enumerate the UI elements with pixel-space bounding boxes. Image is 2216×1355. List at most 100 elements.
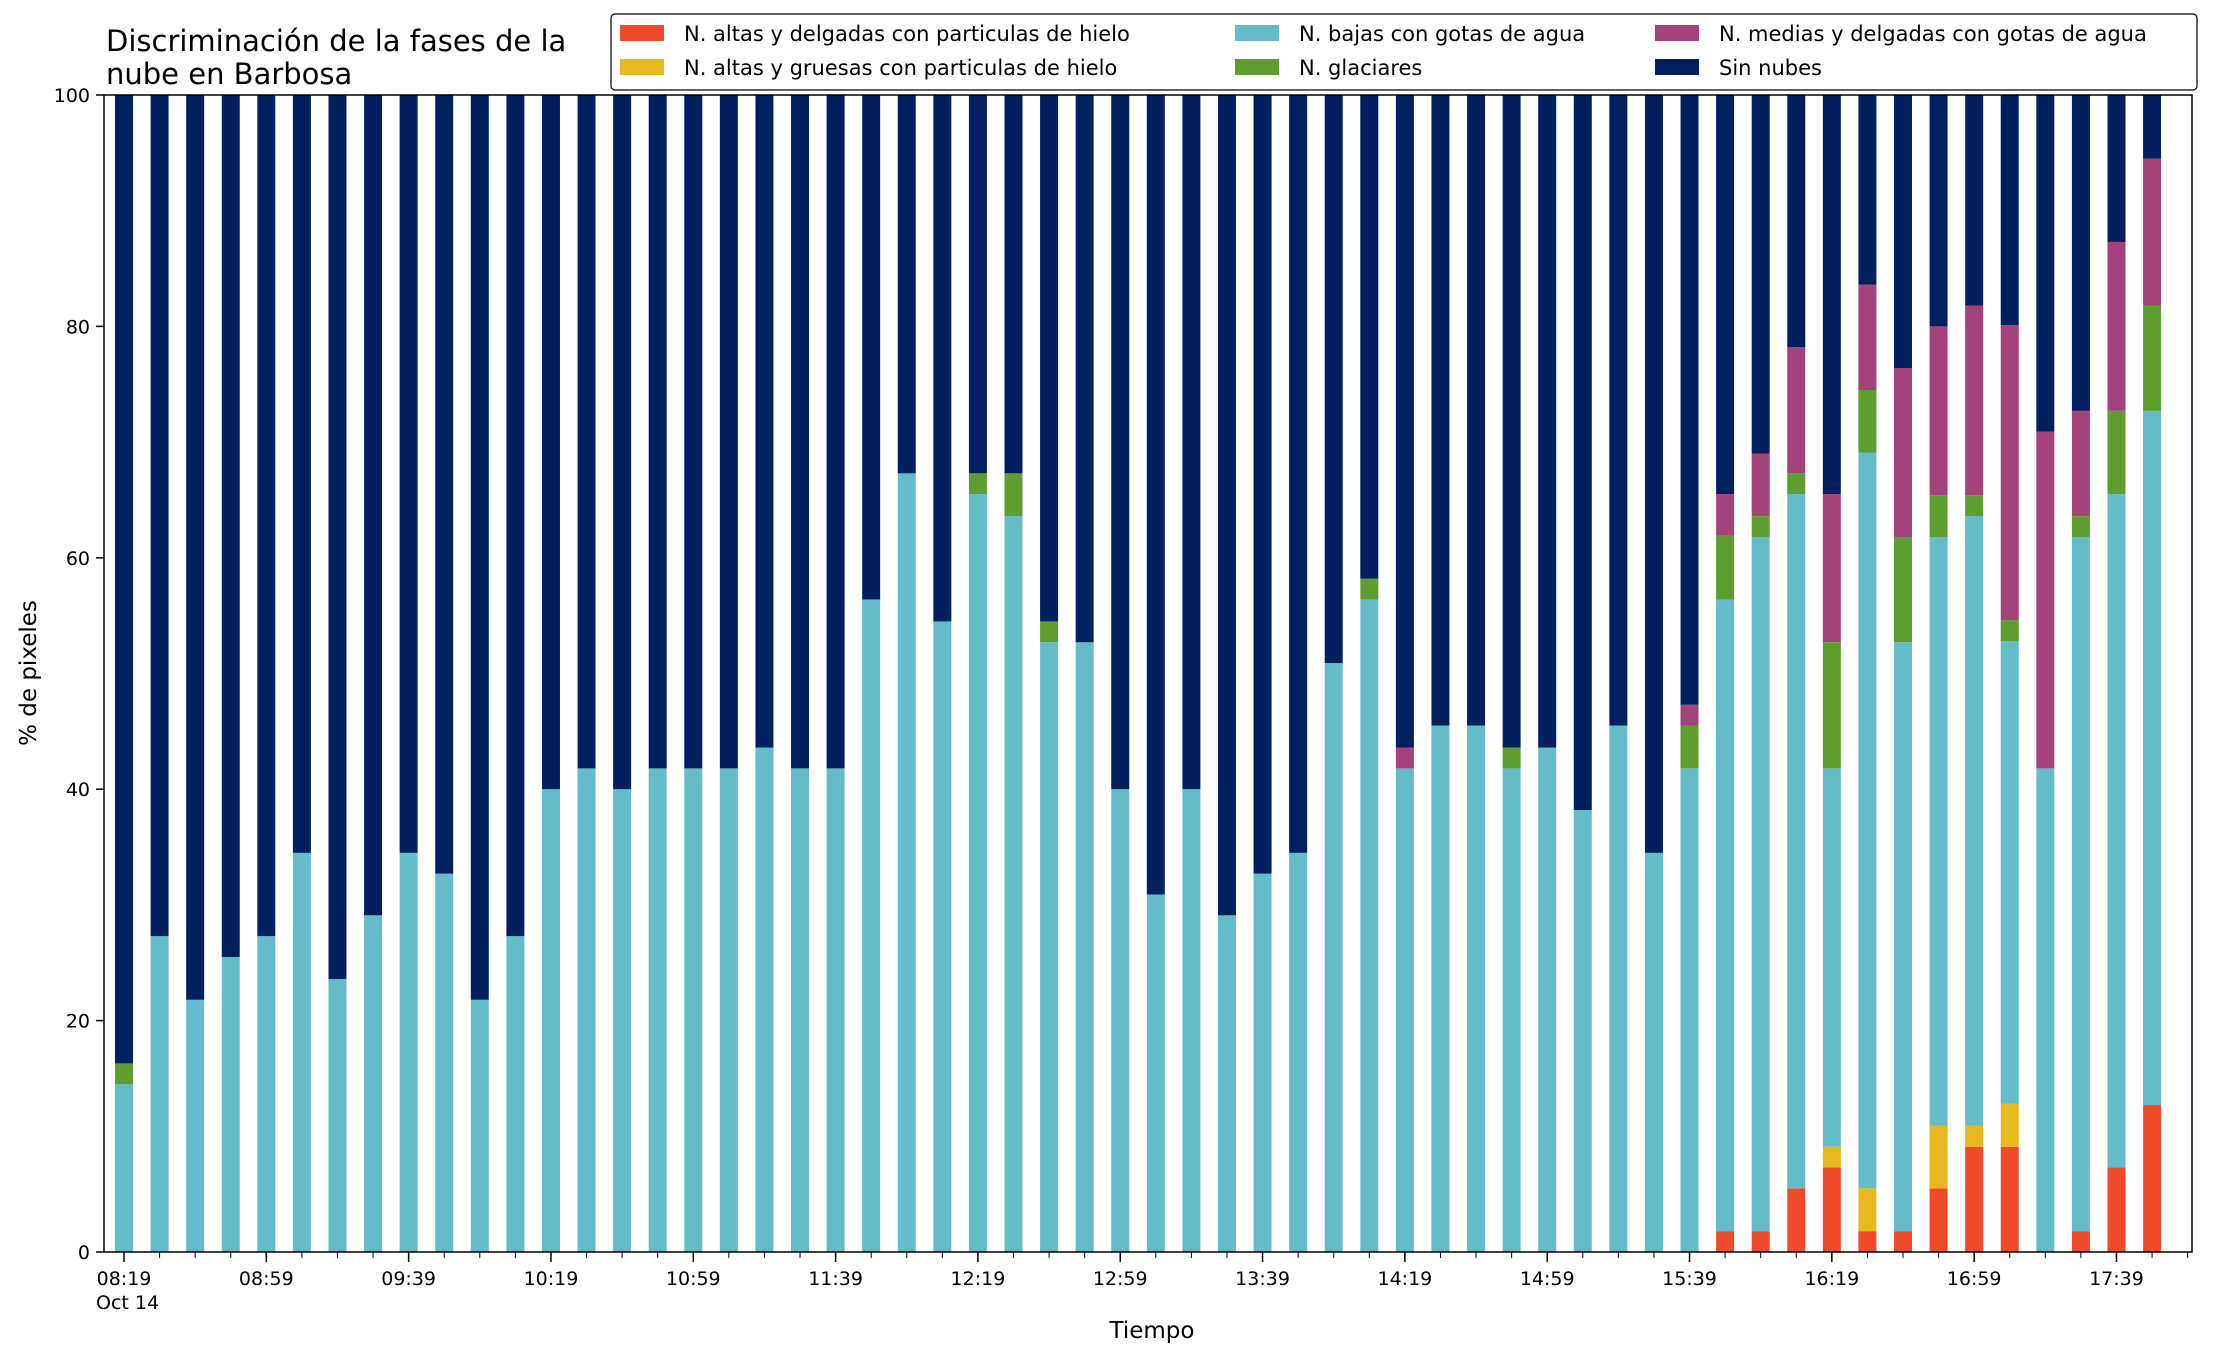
bar-segment [2143,410,2162,1106]
bar-segment [1787,494,1806,1189]
bar-segment [399,852,418,1252]
bar-segment [150,936,169,1252]
bar-segment [1004,473,1023,517]
bar-segment [221,956,240,1252]
bar-segment [2071,410,2090,517]
bar-segment [1858,95,1877,285]
bar-segment [470,999,489,1252]
legend-swatch [620,25,664,41]
bar-segment [1004,516,1023,1252]
y-axis-label: % de pixeles [16,600,42,746]
bar-segment [1324,95,1343,664]
bar-segment [1538,95,1557,748]
bar-segment [1502,95,1521,748]
bar-segment [1929,1125,1948,1189]
bar-segment [1858,284,1877,391]
bar-segment [1644,95,1663,853]
bar-segment [1289,852,1308,1252]
bar-segment [1929,536,1948,1126]
bar-segment [1680,95,1699,705]
bar-segment [933,621,952,1252]
bar-segment [1822,642,1841,769]
bar-segment [1751,536,1770,1232]
legend-swatch [1235,59,1279,75]
bar-segment [2107,95,2126,242]
bar-segment [1431,95,1450,726]
bar-segment [862,599,881,1252]
bar-segment [2143,1105,2162,1252]
bar-segment [1716,95,1735,495]
bar-segment [1289,95,1308,853]
bar-segment [435,873,454,1252]
bar-segment [2107,241,2126,411]
bar-segment [933,95,952,622]
x-axis-label: Tiempo [1109,1318,1195,1344]
legend-swatch [1235,25,1279,41]
x-tick-label: 10:19 [524,1268,579,1290]
legend-label: N. glaciares [1299,56,1422,80]
bar-segment [2071,1231,2090,1252]
bar-segment [2000,1103,2019,1147]
bar-segment [1467,725,1486,1252]
plot-frame [103,94,2193,1253]
x-tick-sublabel: Oct 14 [96,1292,159,1314]
legend-swatch [1655,25,1699,41]
bar-segment [1716,535,1735,600]
bar-segment [648,95,667,769]
bar-segment [1573,810,1592,1252]
bar-segment [328,978,347,1252]
bar-segment [1324,663,1343,1252]
bar-segment [1111,95,1130,790]
bar-segment [968,494,987,1252]
x-tick-label: 10:59 [666,1268,721,1290]
y-tick-label: 100 [54,85,90,107]
bar-segment [1822,768,1841,1147]
bar-segment [755,747,774,1252]
bar-segment [1822,95,1841,495]
bar-segment [1822,494,1841,643]
bar-segment [791,768,810,1252]
bar-segment [292,95,311,853]
bar-segment [1929,1188,1948,1252]
bar-segment [115,1084,133,1252]
bar-segment [2107,410,2126,495]
bar-segment [186,999,205,1252]
bar-segment [1395,95,1414,748]
bar-segment [1965,1125,1984,1147]
bar-segment [1609,725,1628,1252]
x-tick-label: 14:59 [1520,1268,1575,1290]
bar-segment [1716,599,1735,1232]
bar-segment [2071,95,2090,411]
bar-segment [1965,305,1984,496]
bar-segment [1822,1146,1841,1168]
bar-segment [1858,1231,1877,1252]
bar-segment [1075,642,1094,1252]
x-tick-label: 16:59 [1947,1268,2002,1290]
legend-label: N. altas y delgadas con particulas de hi… [684,22,1130,46]
bar-segment [399,95,418,853]
y-tick-label: 80 [66,316,90,338]
bar-segment [1040,621,1059,643]
bar-segment [1004,95,1023,474]
chart-title-line-2: nube en Barbosa [106,57,352,91]
bar-segment [1253,95,1272,874]
bar-segment [2107,494,2126,1168]
bar-segment [506,95,525,937]
bar-segment [221,95,240,957]
bar-segment [1111,789,1130,1252]
bar-segment [1360,599,1379,1252]
bar-segment [2036,431,2055,769]
bar-segment [577,95,596,769]
bar-segment [1929,326,1948,496]
x-tick-label: 17:39 [2089,1268,2144,1290]
bar-segment [826,768,845,1252]
bar-segment [1716,1231,1735,1252]
bar-segment [897,95,916,474]
bar-segment [1146,894,1165,1252]
bar-segment [1929,495,1948,537]
bar-segment [1751,95,1770,454]
bar-segment [1751,516,1770,537]
x-tick-label: 15:39 [1662,1268,1717,1290]
bar-segment [2000,620,2019,642]
bar-segment [1502,747,1521,769]
